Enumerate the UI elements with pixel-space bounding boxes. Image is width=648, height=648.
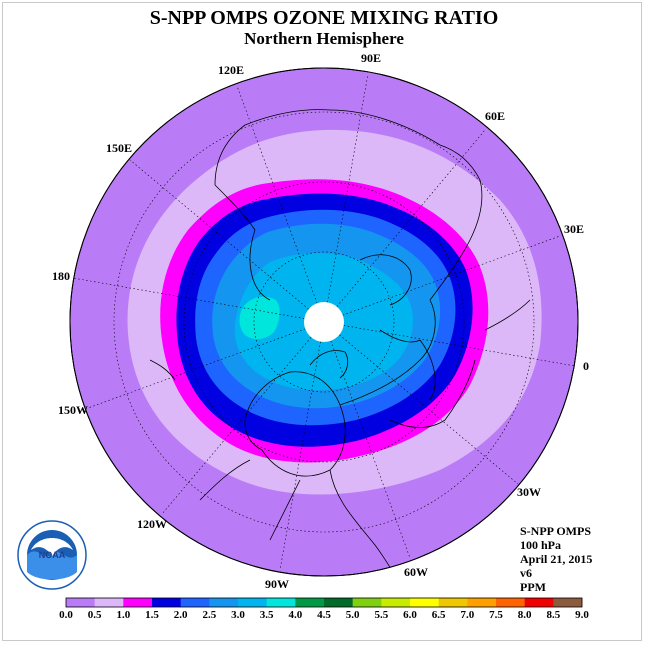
- lon-label-90e: 90E: [361, 51, 381, 65]
- lon-label-150w: 150W: [58, 403, 88, 417]
- coastlines: [149, 109, 531, 576]
- lon-label-60e: 60E: [485, 109, 505, 123]
- info-level: 100 hPa: [520, 538, 562, 552]
- lon-label-30w: 30W: [517, 485, 541, 499]
- polar-no-data-hole: [304, 302, 344, 342]
- contour-band-3-5: [239, 296, 280, 340]
- lon-label-30e: 30E: [564, 222, 584, 236]
- lon-label-150e: 150E: [106, 141, 132, 155]
- figure-frame: [2, 2, 642, 641]
- latitude-circles: [113, 111, 535, 533]
- map-border: [69, 67, 579, 577]
- lon-label-90w: 90W: [265, 577, 289, 591]
- meridians: [72, 73, 576, 571]
- lon-label-180: 180: [52, 269, 70, 283]
- product-info: S-NPP OMPS 100 hPa April 21, 2015 v6 PPM: [520, 524, 592, 594]
- lon-label-120e: 120E: [218, 63, 244, 77]
- lon-label-120w: 120W: [137, 517, 167, 531]
- logo-text: NOAA: [39, 550, 66, 560]
- info-version: v6: [520, 566, 532, 580]
- map-title: S-NPP OMPS OZONE MIXING RATIO: [149, 7, 499, 29]
- lon-label-60w: 60W: [404, 565, 428, 579]
- map-subtitle: Northern Hemisphere: [244, 29, 404, 48]
- info-instrument: S-NPP OMPS: [520, 524, 591, 538]
- longitude-labels: 90E 60E 30E 0 30W 60W 90W 120W 150W 180 …: [52, 51, 589, 591]
- info-date: April 21, 2015: [520, 552, 593, 566]
- info-units: PPM: [520, 580, 546, 594]
- lon-label-0: 0: [583, 359, 589, 373]
- noaa-logo: NOAA: [17, 520, 87, 595]
- noaa-emblem: NOAA: [17, 520, 87, 590]
